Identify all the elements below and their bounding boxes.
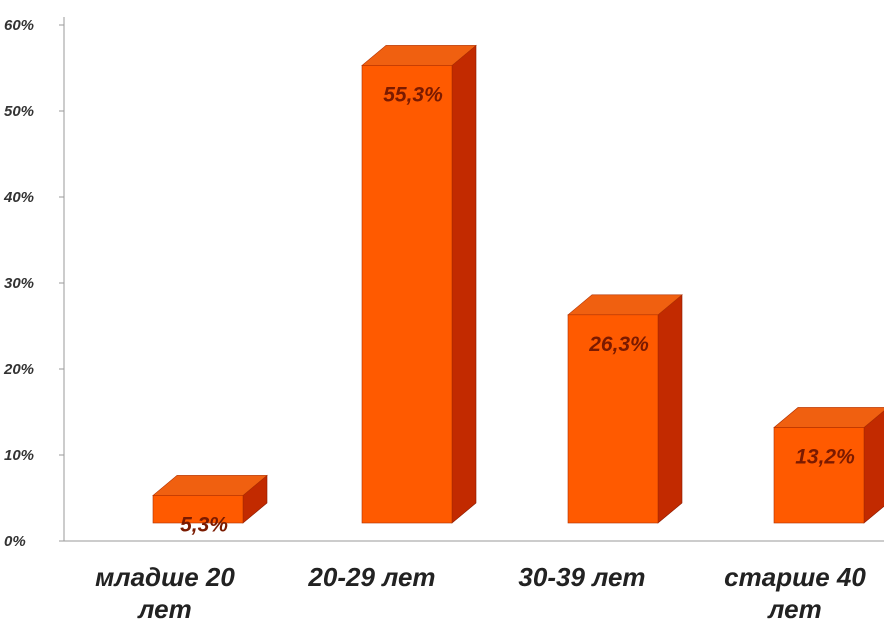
- bar: [567, 294, 683, 524]
- x-category-label: старше 40: [724, 562, 866, 592]
- bar-front-face: [152, 495, 244, 524]
- x-category-label: младше 20: [95, 562, 235, 592]
- x-category-label: 30-39 лет: [518, 562, 645, 592]
- y-tick-label: 60%: [4, 17, 34, 34]
- bar-front-face: [773, 427, 865, 524]
- bar-front-face: [361, 65, 453, 524]
- bar-top-face: [773, 407, 884, 428]
- bar: [361, 44, 477, 524]
- y-tick-label: 30%: [4, 275, 34, 292]
- y-tick-label: 20%: [3, 361, 34, 378]
- y-tick-label: 0%: [4, 533, 26, 550]
- y-tick-label: 50%: [4, 103, 34, 120]
- bar-side-face: [657, 294, 683, 524]
- bar-side-face: [451, 44, 477, 524]
- x-category-label: лет: [136, 594, 191, 623]
- bar: [152, 474, 268, 524]
- bar-value-label: 26,3%: [588, 333, 649, 356]
- bar-value-label: 55,3%: [383, 83, 443, 106]
- bar-front-face: [567, 314, 659, 524]
- y-tick-label: 10%: [4, 447, 34, 464]
- x-category-label: лет: [766, 594, 821, 623]
- y-tick-label: 40%: [3, 189, 34, 206]
- bar-value-label: 13,2%: [795, 445, 855, 468]
- x-category-label: 20-29 лет: [307, 562, 435, 592]
- bar: [773, 407, 884, 524]
- bar-value-label: 5,3%: [180, 513, 228, 536]
